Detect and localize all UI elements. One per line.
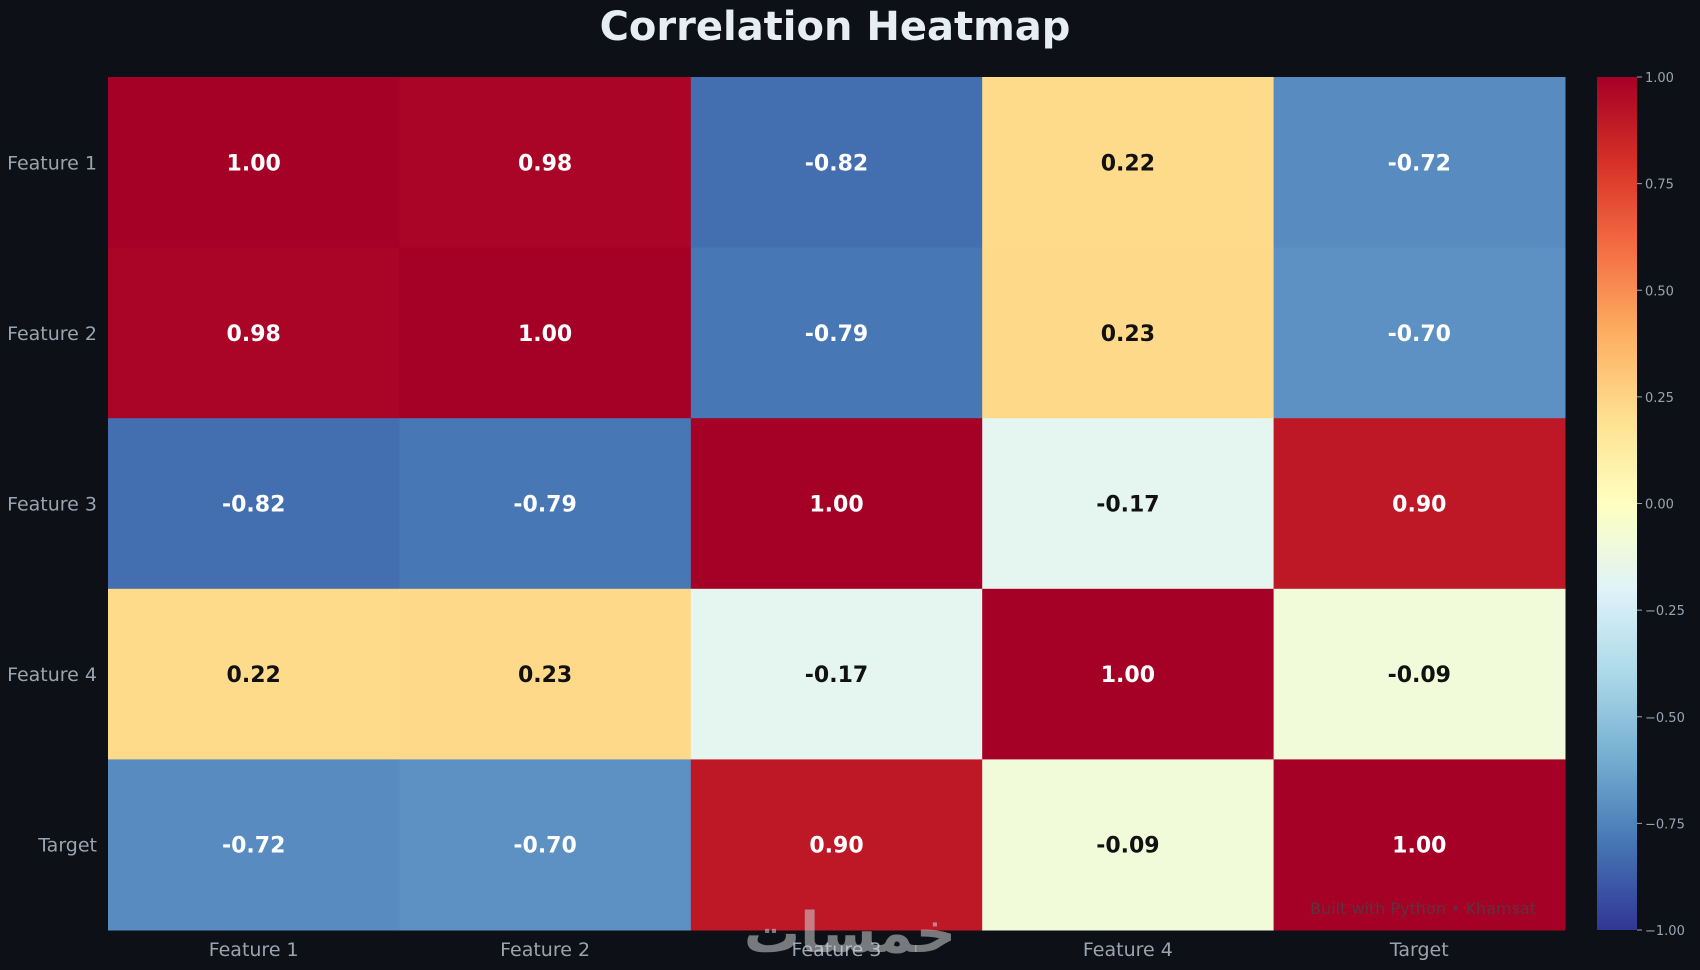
heatmap-cell <box>982 588 1275 760</box>
heatmap-cell <box>690 759 983 931</box>
heatmap-cell <box>399 418 692 590</box>
heatmap-cell-label: -0.79 <box>513 493 576 518</box>
credit-watermark: Built with Python • Khamsat <box>1310 899 1536 918</box>
column-tick-label: Feature 2 <box>500 939 590 961</box>
heatmap-cell-label: 0.98 <box>518 151 572 176</box>
heatmap-cell <box>690 588 983 760</box>
colorbar-tick-label: 0.75 <box>1645 178 1674 193</box>
colorbar-tick-label: 1.00 <box>1645 71 1674 86</box>
row-tick-label: Target <box>37 835 97 857</box>
heatmap-cell-label: -0.79 <box>805 322 868 347</box>
colorbar-ticks: 1.00 0.75 0.50 0.25 0.00 −0.25 −0.50 −0.75 −1.00 <box>1637 71 1685 939</box>
heatmap-cell <box>690 418 983 590</box>
colorbar: 1.00 0.75 0.50 0.25 0.00 −0.25 −0.50 −0.75 −1.00 <box>1597 71 1685 939</box>
heatmap-cell <box>108 247 400 419</box>
heatmap-cell-label: -0.72 <box>1388 151 1451 176</box>
column-tick-label: Feature 1 <box>209 939 299 961</box>
colorbar-tick-label: 0.00 <box>1645 498 1674 513</box>
heatmap-cell-label: -0.17 <box>1096 493 1159 518</box>
heatmap-cell-label: 0.23 <box>1101 322 1155 347</box>
heatmap-cell <box>982 418 1275 590</box>
heatmap-cell <box>1273 418 1566 590</box>
heatmap-cell-label: 1.00 <box>227 151 281 176</box>
heatmap-cell-labels: 1.00 0.98 -0.82 0.22 -0.72 0.98 1.00 -0.79 0.23 -… <box>222 151 1451 858</box>
heatmap-cell <box>1273 588 1566 760</box>
heatmap-cell-label: 1.00 <box>518 322 572 347</box>
row-tick-label: Feature 4 <box>7 664 97 686</box>
heatmap-cell <box>108 588 400 760</box>
heatmap-cell <box>399 759 692 931</box>
heatmap-cell-label: 0.98 <box>227 322 281 347</box>
heatmap-cell-label: -0.70 <box>1388 322 1451 347</box>
heatmap-cell <box>690 77 983 249</box>
heatmap-cell <box>982 247 1275 419</box>
column-tick-label: Feature 4 <box>1083 939 1173 961</box>
heatmap-cell <box>108 77 400 249</box>
heatmap-cell-label: -0.70 <box>513 834 576 859</box>
heatmap-cell <box>399 247 692 419</box>
heatmap-cell-label: 0.22 <box>1101 151 1155 176</box>
colorbar-tick-label: 0.50 <box>1645 284 1674 299</box>
heatmap-cell <box>108 759 400 931</box>
heatmap-cell-label: -0.09 <box>1388 663 1451 688</box>
heatmap-cell-label: 0.90 <box>809 834 863 859</box>
heatmap-cell <box>690 247 983 419</box>
heatmap-cell <box>399 77 692 249</box>
colorbar-tick-label: 0.25 <box>1645 391 1674 406</box>
column-tick-labels: Feature 1 Feature 2 Feature 3 Feature 4 Targ… <box>209 939 1449 961</box>
colorbar-tick-label: −0.75 <box>1645 817 1685 832</box>
heatmap-cell <box>1273 247 1566 419</box>
heatmap-cell-label: 0.23 <box>518 663 572 688</box>
heatmap-cell-label: 1.00 <box>1392 834 1446 859</box>
colorbar-tick-label: −1.00 <box>1645 924 1685 939</box>
column-tick-label: Feature 3 <box>792 939 882 961</box>
heatmap-cells <box>108 77 1566 931</box>
khamsat-logo-watermark: خمسات <box>744 901 956 966</box>
heatmap-cell-label: -0.17 <box>805 663 868 688</box>
row-tick-label: Feature 3 <box>7 494 97 516</box>
heatmap-cell-label: -0.82 <box>805 151 868 176</box>
column-tick-label: Target <box>1389 939 1449 961</box>
colorbar-tick-label: −0.50 <box>1645 711 1685 726</box>
row-tick-label: Feature 2 <box>7 323 97 345</box>
heatmap-cell <box>1273 77 1566 249</box>
heatmap-cell <box>108 418 400 590</box>
heatmap-cell-label: -0.09 <box>1096 834 1159 859</box>
heatmap-cell-label: -0.72 <box>222 834 285 859</box>
heatmap-cell <box>982 759 1275 931</box>
colorbar-tick-label: −0.25 <box>1645 604 1685 619</box>
heatmap-cell-label: -0.82 <box>222 493 285 518</box>
heatmap-cell <box>399 588 692 760</box>
row-tick-label: Feature 1 <box>7 152 97 174</box>
heatmap-cell-label: 1.00 <box>1101 663 1155 688</box>
heatmap-cell-label: 0.22 <box>227 663 281 688</box>
chart-title: Correlation Heatmap <box>600 4 1071 50</box>
heatmap-cell-label: 1.00 <box>809 493 863 518</box>
heatmap-cell <box>1273 759 1566 931</box>
heatmap-cell <box>982 77 1275 249</box>
colorbar-gradient <box>1597 77 1637 930</box>
row-tick-labels: Feature 1 Feature 2 Feature 3 Feature 4 Targ… <box>7 152 97 856</box>
heatmap-cell-label: 0.90 <box>1392 493 1446 518</box>
